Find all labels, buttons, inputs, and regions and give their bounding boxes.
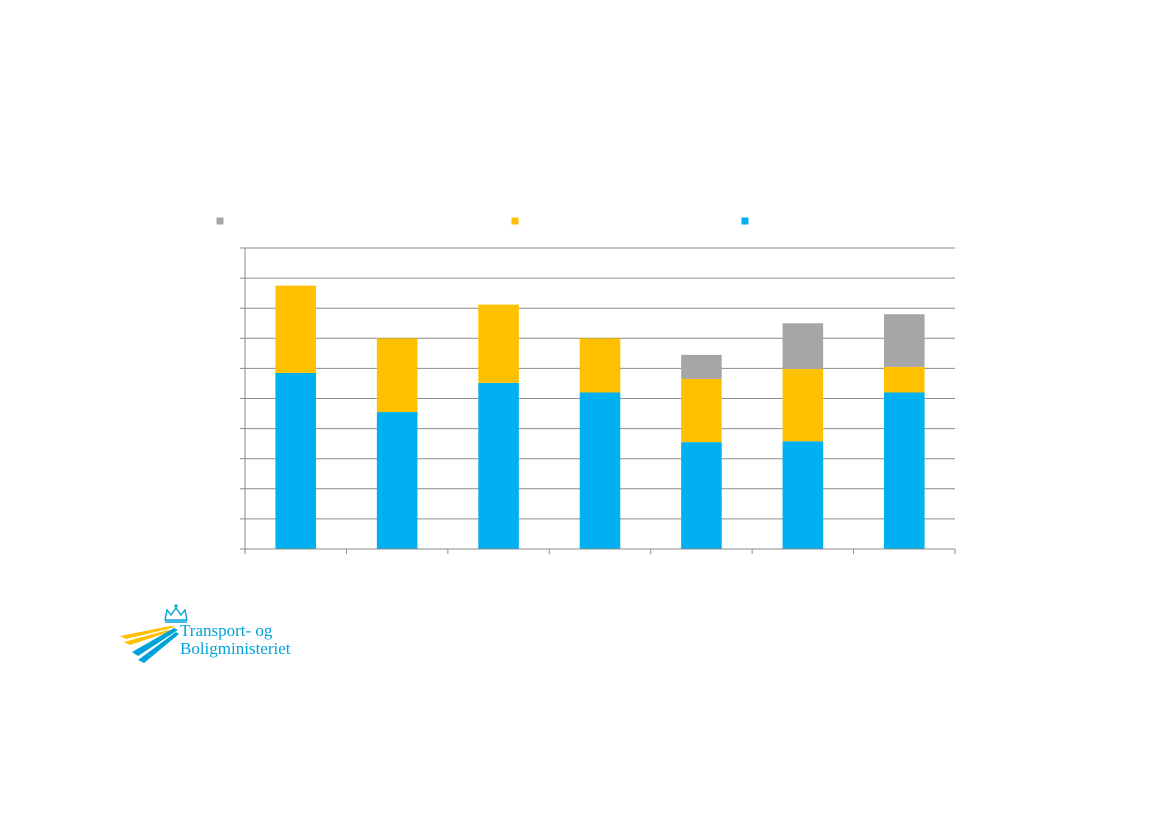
logo-line-2: Boligministeriet — [180, 639, 291, 658]
bar-segment — [681, 354, 722, 379]
chart-legend — [216, 217, 749, 225]
bar-segment — [478, 382, 519, 549]
logo-line-1: Transport- og — [180, 621, 273, 640]
bar-segment — [275, 372, 316, 549]
chart-bars — [275, 285, 925, 549]
bar-segment — [579, 392, 621, 549]
crown-swoosh-icon — [120, 604, 188, 663]
legend-marker — [511, 217, 519, 225]
bar-segment — [782, 441, 824, 549]
ministry-logo: Transport- og Boligministeriet — [118, 602, 318, 666]
legend-marker — [216, 217, 224, 225]
bar-segment — [884, 366, 925, 393]
bar-segment — [884, 314, 925, 367]
bar-segment — [478, 304, 519, 383]
bar-segment — [782, 369, 824, 442]
bar-segment — [782, 323, 824, 370]
bar-segment — [376, 338, 418, 413]
bar-segment — [884, 392, 925, 549]
bar-segment — [275, 285, 316, 373]
bar-segment — [376, 412, 418, 549]
bar-segment — [579, 338, 621, 393]
bar-segment — [681, 378, 722, 443]
chart-axes — [240, 248, 956, 554]
legend-marker — [741, 217, 749, 225]
bar-segment — [681, 442, 722, 549]
